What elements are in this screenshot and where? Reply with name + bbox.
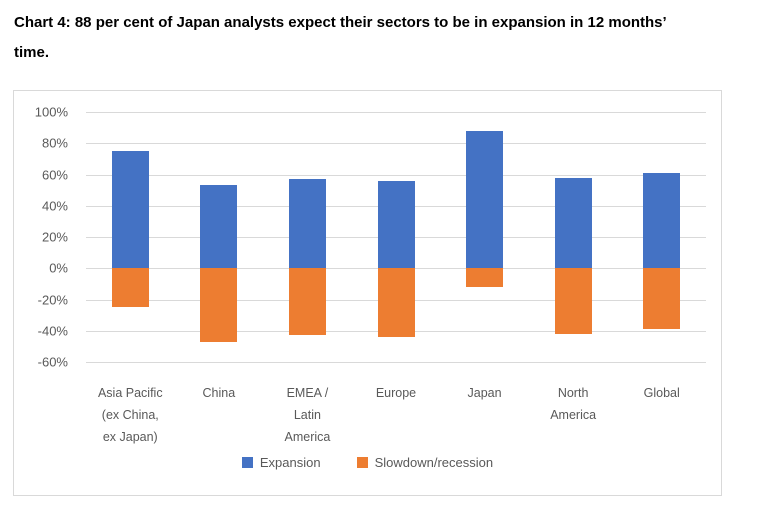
x-axis: Asia Pacific (ex China, ex Japan) China EM… — [86, 382, 706, 452]
y-axis-tick-label: -20% — [37, 292, 68, 307]
y-axis-tick-label: 40% — [41, 198, 68, 214]
y-axis-tick-label: 100% — [34, 104, 68, 120]
plot-area — [86, 112, 706, 363]
gridline — [86, 362, 706, 363]
y-axis: 100% 80% 60% 40% 20% 0% -20% -40% -60% — [14, 106, 78, 369]
x-axis-category-label: China — [202, 386, 236, 400]
x-axis-category-label: Europe — [375, 386, 417, 400]
gridline — [86, 112, 706, 113]
bar-segment — [466, 268, 504, 287]
bar-segment — [643, 268, 681, 330]
bar-segment — [466, 130, 504, 269]
legend-label: Expansion — [259, 455, 321, 470]
bar-segment — [111, 151, 149, 269]
bar-segment — [288, 268, 326, 336]
y-axis-tick-label: 0% — [49, 260, 68, 276]
gridline — [86, 143, 706, 145]
y-axis-tick-label: 20% — [41, 229, 68, 245]
y-axis-tick-label: 80% — [41, 135, 68, 151]
y-axis-tick-label: 60% — [41, 167, 68, 182]
bar-segment — [111, 268, 149, 308]
bar-segment — [200, 185, 238, 269]
x-axis-category-label: North America — [550, 386, 597, 422]
chart-title: Chart 4: 88 per cent of Japan analysts e… — [14, 14, 667, 61]
legend-item: Expansion — [241, 455, 321, 470]
x-axis-category-label: Global — [643, 386, 680, 400]
chart-frame: 100% 80% 60% 40% 20% 0% -20% -40% -60% Asia Paci… — [13, 90, 722, 496]
y-axis-tick-label: -40% — [37, 323, 68, 339]
x-axis-category-label: EMEA / Latin America — [284, 386, 331, 444]
legend-color-swatch-icon — [356, 457, 368, 468]
x-axis-category-label: Japan — [467, 386, 502, 400]
bar-segment — [200, 268, 238, 342]
legend-item: Slowdown/recession — [356, 455, 494, 470]
bar-segment — [288, 179, 326, 269]
legend-color-swatch-icon — [241, 457, 253, 468]
bar-segment — [554, 177, 592, 269]
x-axis-category-label: Asia Pacific (ex China, ex Japan) — [97, 386, 163, 444]
y-axis-tick-label: -60% — [37, 354, 68, 370]
legend: Expansion Slowdown/recession — [14, 455, 721, 470]
bar-segment — [377, 180, 415, 269]
legend-label: Slowdown/recession — [374, 455, 494, 470]
bar-segment — [377, 268, 415, 337]
bar-segment — [554, 268, 592, 334]
gridline — [86, 174, 706, 176]
bar-segment — [643, 172, 681, 269]
